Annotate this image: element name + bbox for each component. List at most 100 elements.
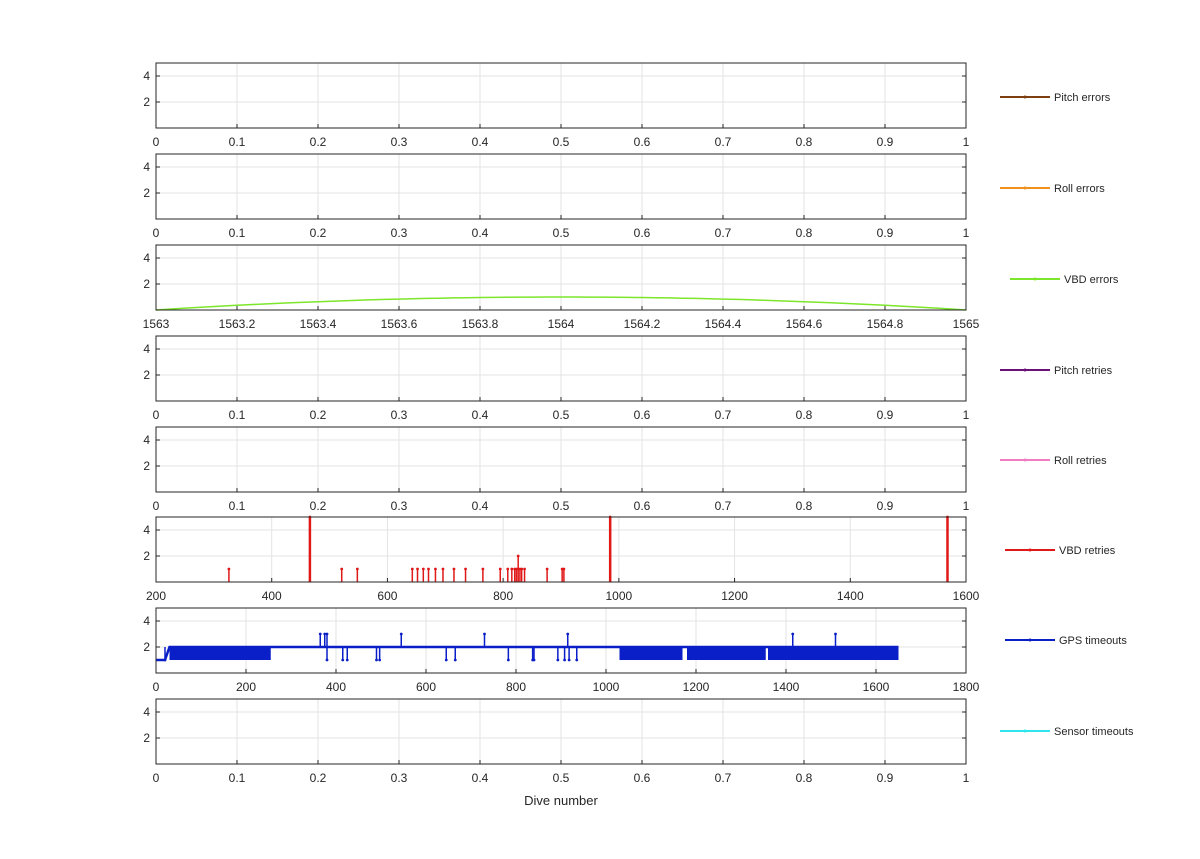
x-tick-label: 1000	[593, 680, 620, 694]
vbd-retries-point	[510, 567, 514, 571]
vbd-retries-point	[416, 567, 419, 571]
x-tick-label: 0.2	[310, 226, 327, 240]
x-tick-label: 1	[963, 135, 970, 149]
gps-spike-point	[453, 658, 457, 662]
x-tick-label: 0.1	[229, 408, 246, 422]
axes-box	[155, 244, 967, 311]
gps-spike-point	[483, 632, 486, 636]
vbd-retries-point	[355, 567, 359, 571]
y-tick-label: 2	[143, 549, 150, 563]
y-tick-label: 4	[143, 705, 150, 719]
subplot-5: 0 0.1 0.2 0.3 0.4 0.5 0.6 0.7 0.8 0.9 1 2 4 Roll retr…	[143, 426, 1107, 513]
y-tick-label: 4	[143, 69, 150, 83]
x-tick-label: 1	[963, 499, 970, 513]
gps-spike-point	[563, 658, 566, 662]
x-tick-label: 1000	[606, 589, 633, 603]
y-tick-label: 2	[143, 95, 150, 109]
x-tick-label: 600	[377, 589, 397, 603]
gps-spike-point	[325, 658, 329, 662]
gps-spike-point	[345, 658, 349, 662]
y-tick-label: 2	[143, 640, 150, 654]
x-tick-label: 0.2	[310, 408, 327, 422]
x-tick-label: 1800	[953, 680, 980, 694]
axes-box	[155, 153, 967, 220]
vbd-errors-line	[155, 296, 967, 311]
y-tick-label: 4	[143, 614, 150, 628]
x-tick-label: 0.3	[391, 499, 408, 513]
gps-spike-point	[323, 632, 327, 636]
subplot-3: 1563 1563.2 1563.4 1563.6 1563.8 1564 1564.2 15…	[143, 244, 1119, 331]
x-tick-label: 1400	[773, 680, 800, 694]
gps-spike-point	[378, 658, 382, 662]
legend-label: Sensor timeouts	[1054, 726, 1134, 738]
x-tick-label: 0.2	[310, 135, 327, 149]
x-tick-label: 1200	[683, 680, 710, 694]
vbd-retries-point	[340, 567, 344, 571]
x-tick-label: 0.1	[229, 499, 246, 513]
vbd-retries-point	[464, 567, 467, 571]
x-tick-label: 400	[262, 589, 282, 603]
vbd-retries-point	[227, 567, 231, 571]
x-tick-label: 0.6	[634, 499, 651, 513]
gps-spike-point	[444, 658, 448, 662]
gps-spike-point	[375, 658, 378, 662]
x-tick-label: 0.8	[796, 408, 813, 422]
legend-label: VBD errors	[1064, 274, 1119, 286]
gps-dense-region	[169, 647, 271, 660]
legend-label: Roll retries	[1054, 455, 1107, 467]
x-tick-label: 0.6	[634, 771, 651, 785]
x-tick-label: 0.9	[877, 226, 894, 240]
gps-spike-point	[556, 658, 560, 662]
axes-box	[155, 698, 967, 765]
x-tick-label: 0.3	[391, 135, 408, 149]
subplot-6: 200 400 600 800 1000 1200 1400 1600 2 4 VBD retrie…	[143, 515, 1116, 603]
x-tick-label: 1564	[548, 317, 575, 331]
x-tick-label: 0.4	[472, 499, 489, 513]
x-tick-label: 0.5	[553, 771, 570, 785]
legend-label: GPS timeouts	[1059, 635, 1127, 647]
x-tick-label: 0.7	[715, 499, 732, 513]
x-tick-label: 1200	[721, 589, 748, 603]
gps-spike-point	[567, 658, 571, 662]
vbd-retries-point	[520, 567, 524, 571]
y-tick-label: 2	[143, 459, 150, 473]
x-tick-label: 1	[963, 408, 970, 422]
axes-box	[155, 335, 967, 402]
y-tick-label: 4	[143, 160, 150, 174]
x-tick-label: 0.9	[877, 408, 894, 422]
x-tick-label: 0.3	[391, 771, 408, 785]
y-tick-label: 4	[143, 523, 150, 537]
gps-spike-point	[532, 658, 536, 662]
x-tick-label: 0.1	[229, 226, 246, 240]
y-tick-label: 4	[143, 342, 150, 356]
gps-spike-point	[318, 632, 322, 636]
gps-spike-point	[575, 658, 579, 662]
vbd-retries-point	[498, 567, 502, 571]
axes-box	[155, 426, 967, 493]
x-tick-label: 0	[153, 135, 160, 149]
gps-spike-point	[566, 632, 570, 636]
gps-dense-region	[768, 647, 899, 660]
subplot-4: 0 0.1 0.2 0.3 0.4 0.5 0.6 0.7 0.8 0.9 1 2 4 Pitch ret…	[143, 335, 1113, 422]
x-tick-label: 0.9	[877, 135, 894, 149]
y-tick-label: 2	[143, 186, 150, 200]
legend-marker	[1028, 638, 1032, 642]
legend-marker	[1023, 186, 1027, 190]
y-tick-label: 4	[143, 433, 150, 447]
legend-marker	[1023, 95, 1027, 99]
legend-marker	[1033, 277, 1037, 281]
legend-label: Pitch retries	[1054, 365, 1113, 377]
vbd-retries-point	[516, 554, 520, 558]
gps-spike-point	[341, 658, 345, 662]
x-tick-label: 0.7	[715, 226, 732, 240]
x-tick-label: 0.8	[796, 135, 813, 149]
vbd-retries-point	[523, 567, 526, 571]
x-tick-label: 0	[153, 226, 160, 240]
legend-label: VBD retries	[1059, 545, 1116, 557]
gps-dense-region	[687, 647, 766, 660]
x-tick-label: 200	[146, 589, 166, 603]
gps-spike-point	[163, 658, 167, 662]
x-tick-label: 600	[416, 680, 436, 694]
gps-spike-point	[506, 658, 510, 662]
x-tick-label: 0.6	[634, 408, 651, 422]
